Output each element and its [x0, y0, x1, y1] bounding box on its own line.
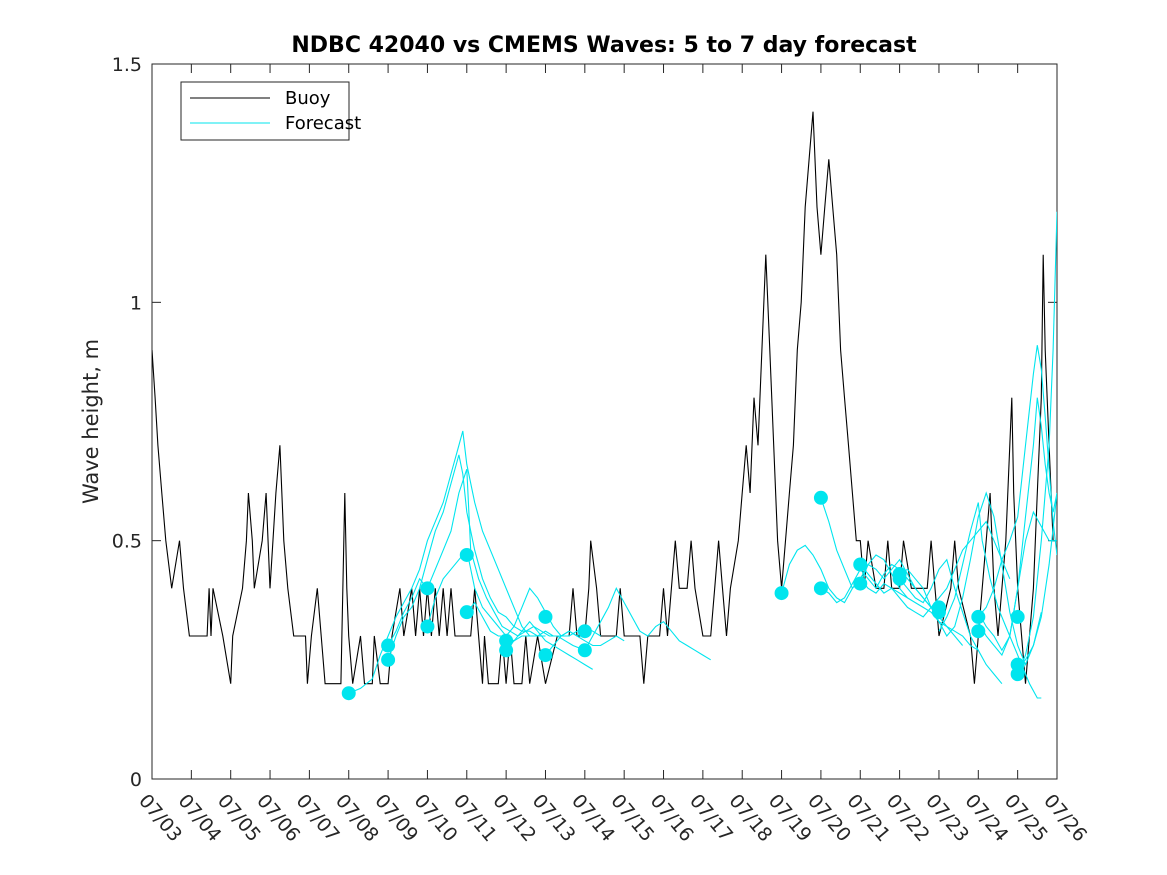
- forecast-start-marker: [971, 624, 986, 639]
- forecast-start-marker: [1010, 609, 1025, 624]
- forecast-series-line: [1017, 492, 1057, 666]
- forecast-start-marker: [853, 557, 868, 572]
- forecast-start-marker: [931, 600, 946, 615]
- forecast-start-marker: [853, 576, 868, 591]
- y-tick-label: 1: [130, 292, 142, 314]
- y-tick-label: 0: [130, 769, 142, 791]
- y-tick-label: 0.5: [112, 531, 142, 553]
- forecast-start-marker: [420, 581, 435, 596]
- forecast-start-marker: [538, 648, 553, 663]
- series-group: [152, 111, 1057, 701]
- forecast-series-line: [977, 397, 1057, 657]
- plot-area: [152, 111, 1057, 701]
- forecast-series-line: [977, 345, 1057, 618]
- forecast-start-marker: [381, 638, 396, 653]
- forecast-start-marker: [499, 633, 514, 648]
- y-axis-label: Wave height, m: [79, 339, 103, 504]
- forecast-start-marker: [577, 624, 592, 639]
- forecast-series-line: [584, 587, 711, 661]
- forecast-start-marker: [381, 652, 396, 667]
- forecast-series-line: [387, 469, 586, 651]
- legend: Buoy Forecast: [180, 81, 361, 141]
- forecast-series-line: [899, 491, 1042, 667]
- forecast-start-marker: [577, 643, 592, 658]
- forecast-series-line: [781, 544, 908, 604]
- forecast-series-line: [387, 454, 546, 660]
- forecast-series-line: [977, 510, 1057, 652]
- forecast-start-marker: [538, 609, 553, 624]
- forecast-start-marker: [459, 547, 474, 562]
- forecast-series-line: [859, 554, 979, 651]
- forecast-start-marker: [1010, 657, 1025, 672]
- forecast-start-marker: [459, 605, 474, 620]
- forecast-series-line: [545, 630, 625, 656]
- forecast-series-line: [505, 620, 593, 670]
- forecast-start-marker: [774, 586, 789, 601]
- forecast-series-line: [938, 502, 1042, 699]
- legend-buoy-label: Buoy: [285, 88, 331, 109]
- legend-box: [180, 81, 350, 141]
- forecast-start-marker: [971, 609, 986, 624]
- forecast-start-marker: [341, 686, 356, 701]
- forecast-start-marker: [420, 619, 435, 634]
- y-tick-label: 1.5: [112, 54, 142, 76]
- forecast-start-marker: [892, 567, 907, 582]
- buoy-series-line: [152, 111, 1057, 685]
- forecast-start-marker: [813, 581, 828, 596]
- plot-frame: [151, 63, 1058, 780]
- forecast-series-line: [1017, 211, 1057, 675]
- legend-forecast-label: Forecast: [285, 113, 361, 134]
- forecast-series-line: [348, 430, 538, 694]
- forecast-series-line: [899, 558, 1003, 685]
- forecast-start-marker: [813, 490, 828, 505]
- chart-title: NDBC 42040 vs CMEMS Waves: 5 to 7 day fo…: [291, 33, 917, 58]
